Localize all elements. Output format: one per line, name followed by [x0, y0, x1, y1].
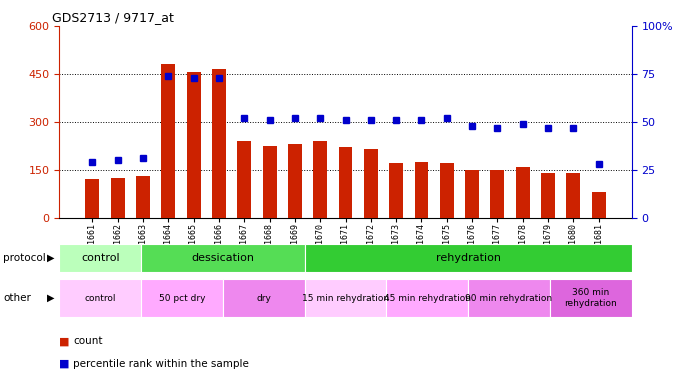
Text: ▶: ▶: [47, 293, 54, 303]
Bar: [364, 149, 378, 217]
Bar: [304, 279, 387, 317]
Text: 45 min rehydration: 45 min rehydration: [384, 294, 470, 303]
Bar: [111, 178, 124, 218]
Bar: [85, 179, 99, 218]
Bar: [304, 244, 632, 272]
Text: dry: dry: [256, 294, 272, 303]
Text: ▶: ▶: [47, 253, 54, 263]
Text: ■: ■: [59, 336, 70, 346]
Text: 15 min rehydration: 15 min rehydration: [302, 294, 389, 303]
Bar: [387, 279, 468, 317]
Text: GDS2713 / 9717_at: GDS2713 / 9717_at: [52, 11, 174, 24]
Bar: [141, 244, 304, 272]
Text: control: control: [81, 253, 119, 263]
Bar: [592, 192, 606, 217]
Bar: [186, 72, 200, 217]
Bar: [415, 162, 429, 218]
Bar: [440, 164, 454, 218]
Bar: [237, 141, 251, 218]
Bar: [541, 173, 555, 217]
Text: other: other: [3, 293, 31, 303]
Bar: [223, 279, 304, 317]
Bar: [212, 69, 226, 218]
Text: ■: ■: [59, 359, 70, 369]
Text: 90 min rehydration: 90 min rehydration: [466, 294, 553, 303]
Bar: [313, 141, 327, 218]
Bar: [465, 170, 479, 217]
Text: control: control: [84, 294, 116, 303]
Bar: [288, 144, 302, 218]
Bar: [491, 170, 505, 217]
Bar: [59, 244, 141, 272]
Text: rehydration: rehydration: [436, 253, 500, 263]
Bar: [262, 146, 276, 218]
Text: protocol: protocol: [3, 253, 46, 263]
Bar: [468, 279, 550, 317]
Bar: [516, 167, 530, 217]
Bar: [59, 279, 141, 317]
Text: count: count: [73, 336, 103, 346]
Bar: [161, 64, 175, 218]
Bar: [389, 164, 403, 218]
Text: 360 min
rehydration: 360 min rehydration: [565, 288, 617, 308]
Bar: [136, 176, 150, 218]
Bar: [550, 279, 632, 317]
Bar: [567, 173, 580, 217]
Text: percentile rank within the sample: percentile rank within the sample: [73, 359, 249, 369]
Text: 50 pct dry: 50 pct dry: [158, 294, 205, 303]
Bar: [141, 279, 223, 317]
Bar: [339, 147, 352, 218]
Text: dessication: dessication: [191, 253, 254, 263]
